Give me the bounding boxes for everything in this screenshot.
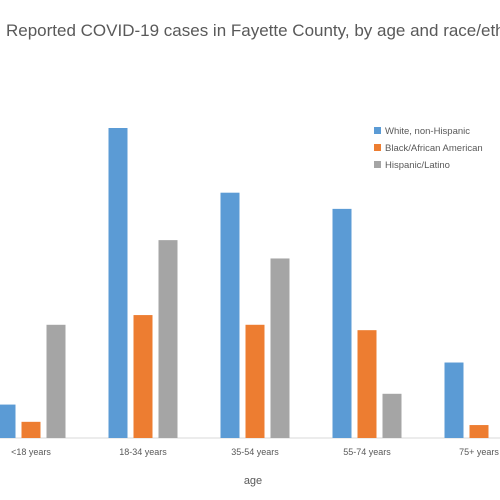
x-axis-title: age [244, 475, 262, 487]
legend-label-black-african-american: Black/African American [385, 143, 483, 154]
x-tick-label: <18 years [11, 447, 51, 457]
bar-55-74-years-white-non-hispanic [332, 208, 352, 438]
x-tick-label: 18-34 years [119, 447, 167, 457]
bar-55-74-years-hispanic-latino [382, 393, 402, 438]
bar-35-54-years-white-non-hispanic [220, 192, 240, 438]
x-tick-labels: <18 years 18-34 years 35-54 years 55-74 yea… [11, 447, 499, 457]
legend-swatch-hispanic-latino [374, 161, 381, 168]
bar-75-years-black-african-american [469, 425, 489, 438]
bar-18-years-white-non-hispanic [0, 404, 16, 438]
legend: White, non-Hispanic Black/African America… [374, 126, 483, 171]
bars-group [0, 128, 489, 438]
bar-18-years-hispanic-latino [46, 324, 66, 438]
chart-title: Reported COVID-19 cases in Fayette Count… [6, 21, 500, 40]
x-tick-label: 35-54 years [231, 447, 279, 457]
bar-18-34-years-black-african-american [133, 315, 153, 438]
bar-18-years-black-african-american [21, 421, 41, 438]
bar-55-74-years-black-african-american [357, 330, 377, 438]
bar-18-34-years-white-non-hispanic [108, 128, 128, 438]
legend-swatch-black-african-american [374, 144, 381, 151]
x-tick-label: 55-74 years [343, 447, 391, 457]
bar-75-years-white-non-hispanic [444, 362, 464, 438]
x-tick-label: 75+ years [459, 447, 499, 457]
bar-18-34-years-hispanic-latino [158, 240, 178, 438]
bar-35-54-years-hispanic-latino [270, 258, 290, 438]
legend-swatch-white-non-hispanic [374, 127, 381, 134]
legend-label-hispanic-latino: Hispanic/Latino [385, 160, 450, 171]
legend-label-white-non-hispanic: White, non-Hispanic [385, 126, 470, 137]
bar-35-54-years-black-african-american [245, 324, 265, 438]
